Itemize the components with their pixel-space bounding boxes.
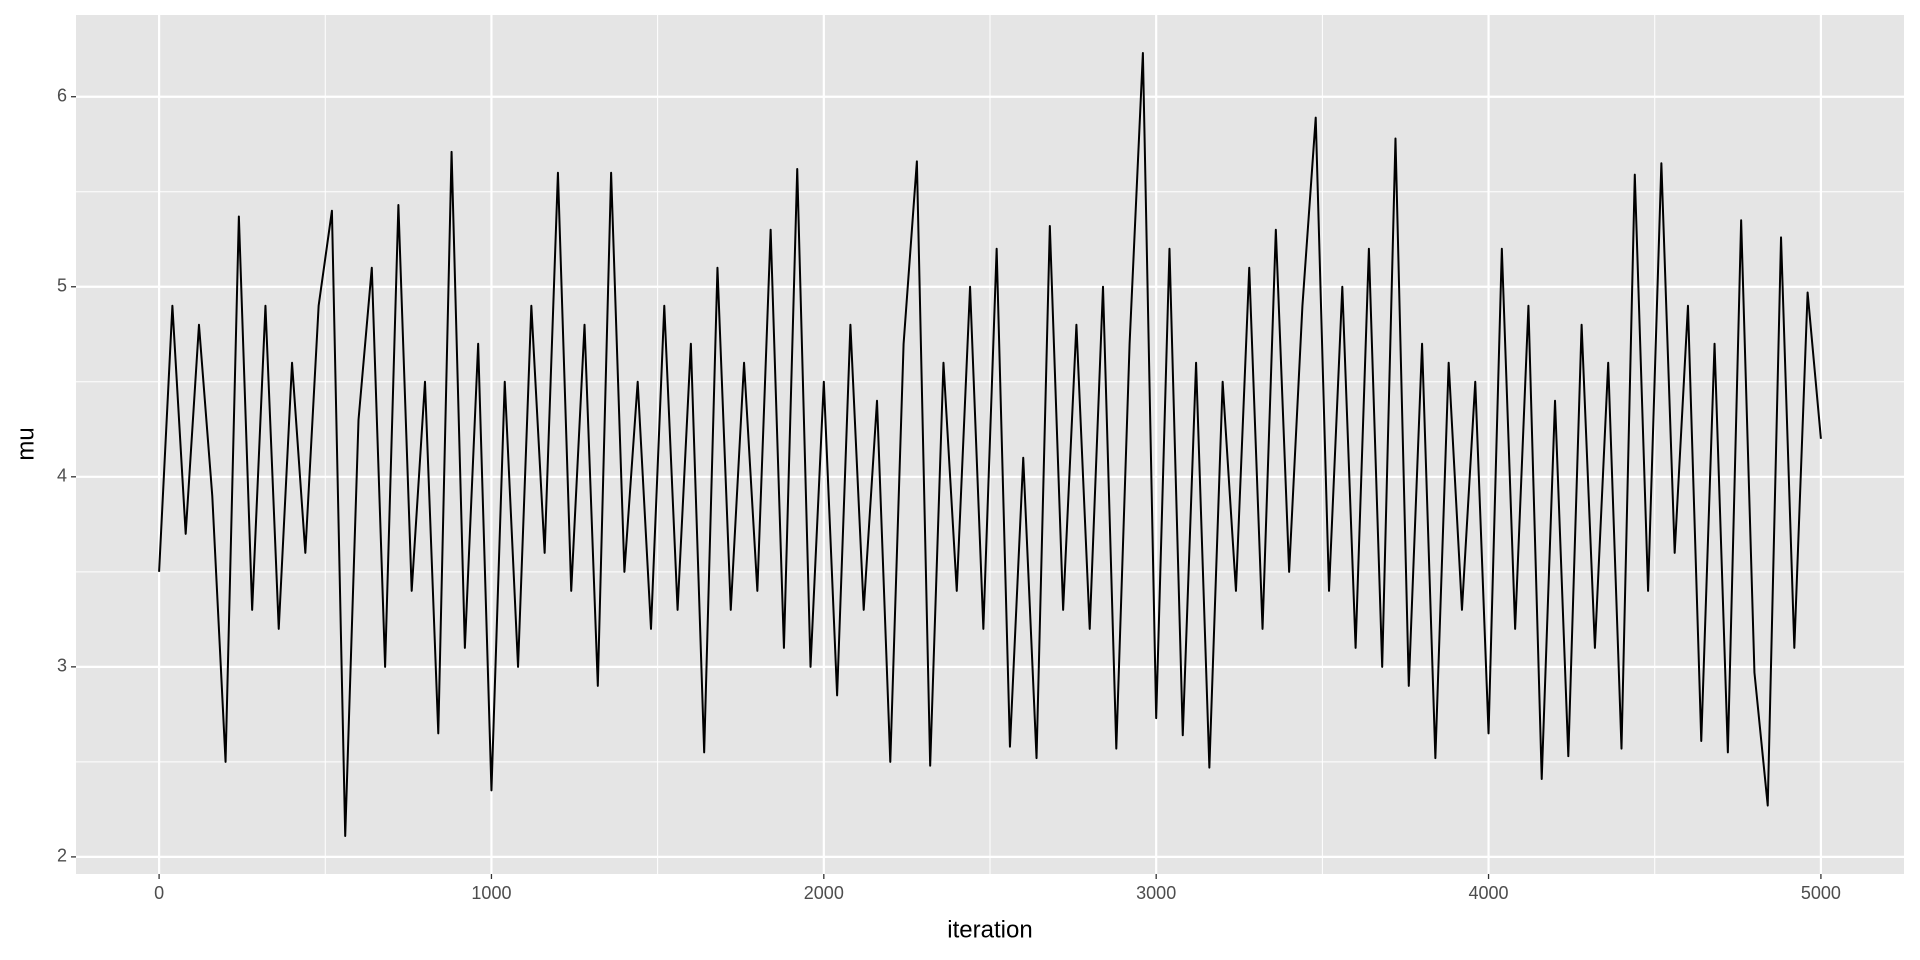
y-tick-label: 3 (57, 656, 67, 676)
grid (76, 15, 1904, 874)
x-tick-label: 0 (154, 883, 164, 903)
trace-line (158, 52, 1822, 837)
x-tick-label: 4000 (1469, 883, 1509, 903)
x-tick-label: 2000 (804, 883, 844, 903)
x-tick-label: 5000 (1801, 883, 1841, 903)
x-axis-title: iteration (947, 916, 1032, 943)
y-tick-label: 2 (57, 846, 67, 866)
y-tick-label: 6 (57, 85, 67, 105)
x-tick-label: 1000 (471, 883, 511, 903)
x-tick-label: 3000 (1136, 883, 1176, 903)
plot-area (158, 52, 1822, 837)
y-axis-title: mu (12, 427, 39, 460)
y-tick-label: 4 (57, 466, 67, 486)
y-tick-label: 5 (57, 276, 67, 296)
